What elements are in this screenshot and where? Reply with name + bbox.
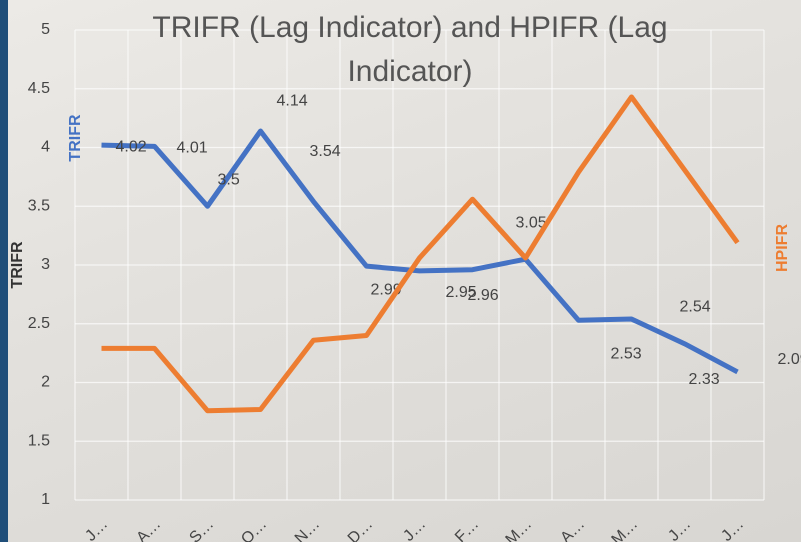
chart-title: TRIFR (Lag Indicator) and HPIFR (Lag Ind… [152, 11, 668, 88]
x-tick-label: S… [186, 516, 217, 542]
data-label: 3.5 [218, 171, 240, 188]
x-tick-label: M… [503, 516, 536, 542]
x-tick-label: A… [557, 516, 588, 542]
x-tick-label: J… [82, 516, 111, 542]
x-tick-label: J… [665, 516, 694, 542]
data-label: 2.54 [680, 298, 711, 315]
edge-strip [0, 0, 8, 542]
y-tick-label: 2.5 [28, 315, 50, 332]
series-label: TRIFR [67, 114, 84, 162]
data-label: 2.96 [468, 287, 499, 304]
y-axis-label: TRIFR [9, 241, 26, 289]
y-tick-label: 5 [41, 21, 50, 38]
y-tick-label: 1 [41, 491, 50, 508]
y-tick-label: 2 [41, 374, 50, 391]
x-tick-label: M… [609, 516, 642, 542]
x-tick-label: A… [133, 516, 164, 542]
x-tick-label: D… [345, 516, 377, 542]
data-label: 2.95 [446, 284, 477, 301]
data-label: 4.02 [116, 138, 147, 155]
x-tick-label: J… [400, 516, 429, 542]
x-tick-label: F… [452, 516, 482, 542]
data-label: 2.33 [689, 371, 720, 388]
data-label: 4.01 [177, 140, 208, 157]
data-label: 3.54 [310, 143, 341, 160]
data-label: 4.14 [277, 92, 308, 109]
x-tick-label: O… [238, 516, 270, 542]
x-tick-label: J… [718, 516, 747, 542]
data-label: 3.05 [516, 214, 547, 231]
data-label: 2.09 [778, 351, 801, 368]
series-label: HPIFR [774, 224, 791, 272]
y-tick-label: 4 [41, 139, 50, 156]
y-tick-label: 3.5 [28, 197, 50, 214]
y-tick-label: 4.5 [28, 80, 50, 97]
series-line [101, 128, 739, 375]
y-tick-label: 3 [41, 256, 50, 273]
series-line [101, 94, 740, 414]
data-label: 2.53 [611, 345, 642, 362]
y-tick-label: 1.5 [28, 432, 50, 449]
x-tick-label: N… [292, 516, 324, 542]
